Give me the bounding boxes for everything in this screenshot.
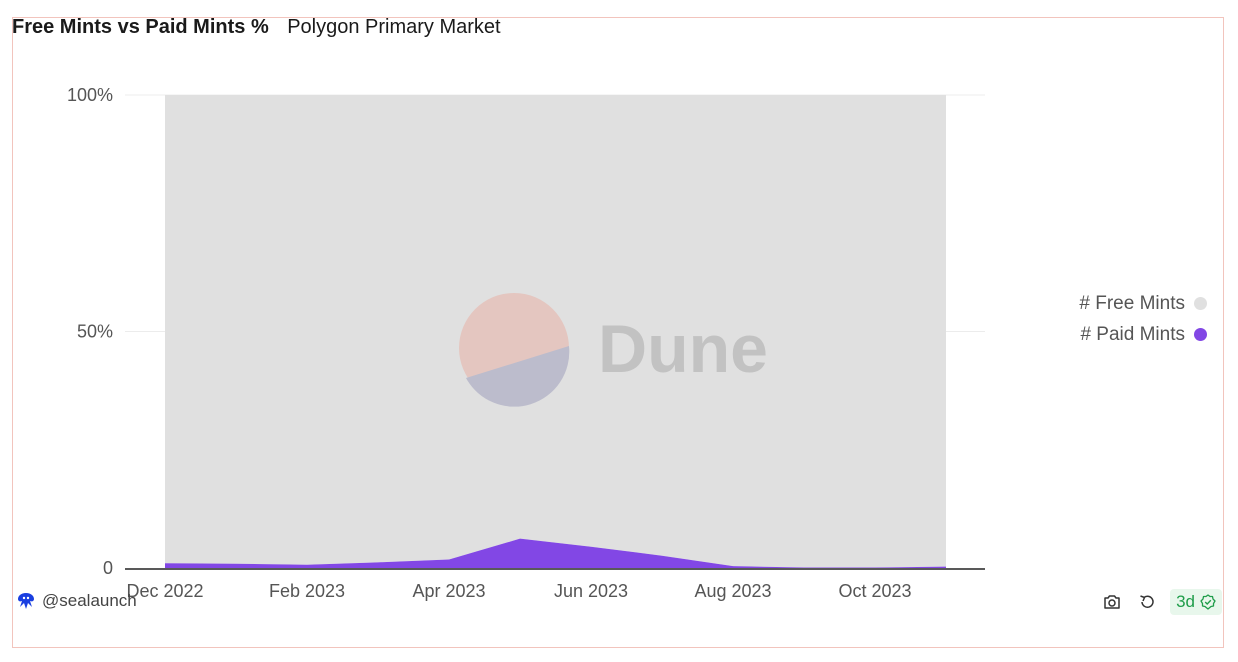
y-tick-label: 50% [77,322,113,342]
x-tick-label: Dec 2022 [126,581,203,601]
legend-label: # Paid Mints [1080,323,1185,345]
y-tick-label: 0 [103,558,113,578]
footer-actions: 3d [1088,589,1222,615]
legend-dot-icon [1194,297,1207,310]
author-link[interactable]: @sealaunch [16,591,137,611]
dune-logo-shade [466,346,570,407]
freshness-label: 3d [1176,592,1195,611]
legend-item-free-mints[interactable]: # Free Mints [1079,288,1207,319]
seal-avatar-icon [18,593,34,609]
dune-watermark-text: Dune [598,311,768,387]
x-tick-label: Aug 2023 [694,581,771,601]
legend-item-paid-mints[interactable]: # Paid Mints [1079,319,1207,350]
chart-header: Free Mints vs Paid Mints % Polygon Prima… [12,16,501,39]
legend-label: # Free Mints [1079,292,1185,314]
legend: # Free Mints # Paid Mints [1079,288,1207,350]
freshness-badge[interactable]: 3d [1170,589,1222,615]
refresh-icon[interactable] [1136,591,1158,613]
x-tick-label: Oct 2023 [838,581,911,601]
check-badge-icon [1200,594,1216,610]
legend-dot-icon [1194,328,1207,341]
x-tick-label: Apr 2023 [412,581,485,601]
area-paid-mints [165,538,946,568]
x-tick-label: Jun 2023 [554,581,628,601]
dune-watermark: Dune [459,293,768,407]
camera-icon[interactable] [1101,591,1123,613]
chart-title: Free Mints vs Paid Mints % [12,16,269,38]
chart-subtitle: Polygon Primary Market [287,16,501,38]
y-tick-label: 100% [67,85,113,105]
x-tick-label: Feb 2023 [269,581,345,601]
author-name: @sealaunch [42,591,137,610]
axes: 0 50% 100% Dec 2022 Feb 2023 Apr 2023 Jun 2023… [67,85,985,601]
